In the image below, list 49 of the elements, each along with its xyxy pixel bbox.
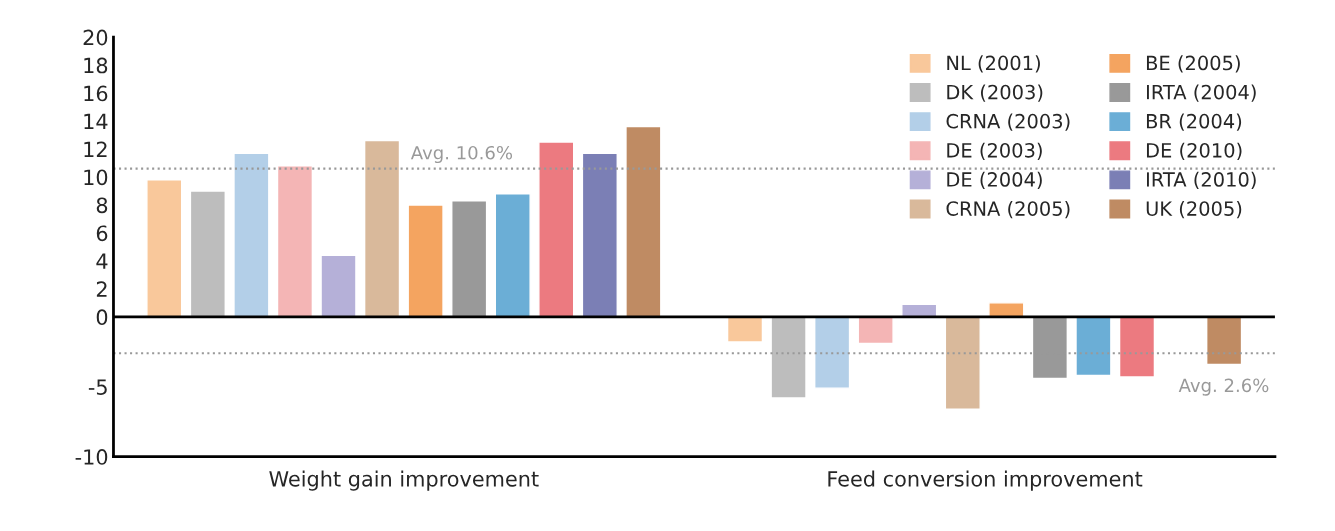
y-tick-label: 16: [84, 85, 108, 102]
y-tick-label: 12: [84, 141, 107, 157]
legend-label: DE (2004): [947, 171, 1042, 190]
legend-label: UK (2005): [1146, 200, 1242, 219]
legend-label: DE (2010): [1146, 142, 1242, 160]
bar: [770, 316, 807, 399]
bar: [726, 316, 764, 343]
legend-label: NL (2001): [947, 55, 1040, 73]
y-tick-label: 18: [84, 57, 108, 74]
bar: [146, 179, 183, 318]
y-tick-label: 8: [96, 197, 108, 214]
y-tick-label: -10: [75, 449, 108, 465]
bar: [233, 152, 270, 318]
legend-label: CRNA (2003): [946, 113, 1070, 131]
bar: [1118, 316, 1156, 378]
y-tick-label: 20: [83, 29, 108, 46]
legend-label: IRTA (2004): [1146, 84, 1256, 102]
ref-line-label: Avg. 10.6%: [410, 145, 513, 164]
bar: [814, 316, 851, 389]
legend-label: BE (2005): [1146, 55, 1240, 73]
legend-label: BR (2004): [1146, 113, 1242, 131]
bar: [407, 204, 444, 318]
legend-label: IRTA (2010): [1146, 171, 1256, 190]
bar: [1075, 316, 1112, 377]
bar: [494, 193, 531, 318]
y-tick-label: 14: [84, 113, 108, 129]
x-tick-label: Feed conversion improvement: [828, 470, 1143, 491]
y-tick-label: -5: [88, 379, 107, 395]
y-tick-label: 10: [84, 169, 108, 186]
bar: [276, 165, 314, 318]
bar: [189, 190, 226, 318]
bar: [1205, 316, 1243, 366]
ref-line-label: Avg. 2.6%: [1178, 378, 1269, 396]
bar: [857, 316, 894, 345]
y-tick-label: 0: [96, 309, 108, 326]
y-tick-label: 6: [96, 225, 108, 242]
bar: [581, 152, 618, 318]
bar: [363, 139, 401, 318]
x-tick-label: Weight gain improvement: [269, 470, 539, 491]
legend-label: CRNA (2005): [946, 200, 1070, 219]
bar: [538, 141, 575, 318]
bar: [451, 200, 488, 318]
bar: [625, 125, 662, 318]
bar: [944, 316, 981, 410]
bar: [320, 254, 357, 318]
legend-label: DK (2003): [947, 84, 1043, 102]
legend-label: DE (2003): [947, 142, 1042, 160]
y-tick-label: 2: [96, 281, 107, 297]
y-tick-label: 4: [96, 253, 108, 269]
